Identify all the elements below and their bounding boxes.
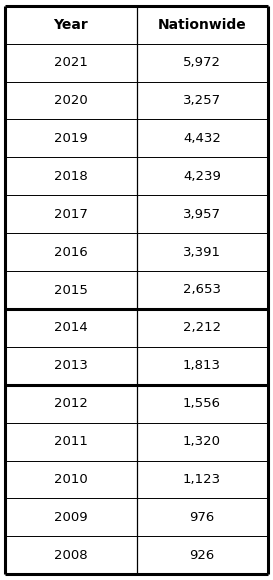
Text: 1,556: 1,556 (183, 397, 221, 410)
Text: 2014: 2014 (54, 321, 88, 335)
Text: 2009: 2009 (54, 511, 88, 524)
Text: 2020: 2020 (54, 94, 88, 107)
Text: 1,320: 1,320 (183, 435, 221, 448)
Text: 3,257: 3,257 (183, 94, 221, 107)
Text: Nationwide: Nationwide (158, 18, 247, 32)
Text: 2017: 2017 (54, 208, 88, 221)
Text: 2,212: 2,212 (183, 321, 221, 335)
Text: 2019: 2019 (54, 132, 88, 145)
Text: Year: Year (54, 18, 88, 32)
Text: 2012: 2012 (54, 397, 88, 410)
Text: 926: 926 (189, 549, 215, 562)
Text: 2013: 2013 (54, 359, 88, 372)
Text: 3,391: 3,391 (183, 245, 221, 259)
Text: 4,239: 4,239 (183, 170, 221, 183)
Text: 4,432: 4,432 (183, 132, 221, 145)
Text: 1,813: 1,813 (183, 359, 221, 372)
Text: 976: 976 (189, 511, 215, 524)
Text: 2021: 2021 (54, 56, 88, 69)
Text: 2016: 2016 (54, 245, 88, 259)
Text: 2018: 2018 (54, 170, 88, 183)
Text: 2015: 2015 (54, 284, 88, 296)
Text: 2010: 2010 (54, 473, 88, 486)
Text: 2008: 2008 (54, 549, 88, 562)
Text: 2011: 2011 (54, 435, 88, 448)
Text: 3,957: 3,957 (183, 208, 221, 221)
Text: 2,653: 2,653 (183, 284, 221, 296)
Text: 1,123: 1,123 (183, 473, 221, 486)
Text: 5,972: 5,972 (183, 56, 221, 69)
